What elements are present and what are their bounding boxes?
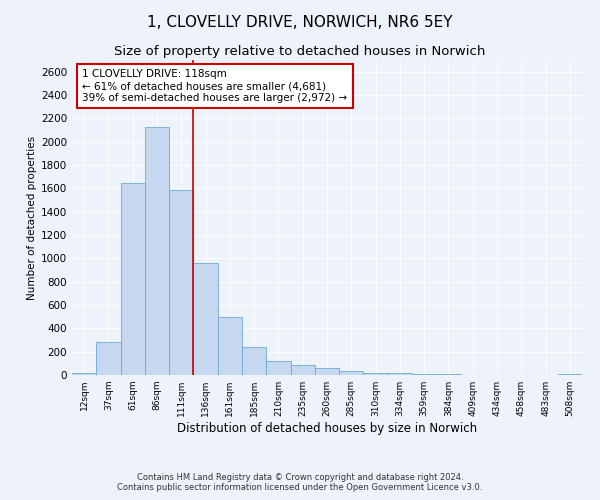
Text: Contains HM Land Registry data © Crown copyright and database right 2024.
Contai: Contains HM Land Registry data © Crown c…	[118, 473, 482, 492]
Bar	[315, 368, 339, 375]
Bar	[145, 126, 169, 375]
X-axis label: Distribution of detached houses by size in Norwich: Distribution of detached houses by size …	[177, 422, 477, 435]
Bar	[193, 263, 218, 375]
Bar	[218, 316, 242, 375]
Text: Size of property relative to detached houses in Norwich: Size of property relative to detached ho…	[115, 45, 485, 58]
Bar	[242, 347, 266, 375]
Text: 1, CLOVELLY DRIVE, NORWICH, NR6 5EY: 1, CLOVELLY DRIVE, NORWICH, NR6 5EY	[147, 15, 453, 30]
Text: 1 CLOVELLY DRIVE: 118sqm
← 61% of detached houses are smaller (4,681)
39% of sem: 1 CLOVELLY DRIVE: 118sqm ← 61% of detach…	[82, 70, 347, 102]
Bar	[558, 374, 582, 375]
Bar	[436, 374, 461, 375]
Bar	[72, 373, 96, 375]
Bar	[169, 190, 193, 375]
Bar	[388, 374, 412, 375]
Bar	[364, 372, 388, 375]
Bar	[121, 182, 145, 375]
Bar	[266, 361, 290, 375]
Bar	[290, 364, 315, 375]
Bar	[339, 371, 364, 375]
Y-axis label: Number of detached properties: Number of detached properties	[27, 136, 37, 300]
Bar	[412, 374, 436, 375]
Bar	[96, 342, 121, 375]
